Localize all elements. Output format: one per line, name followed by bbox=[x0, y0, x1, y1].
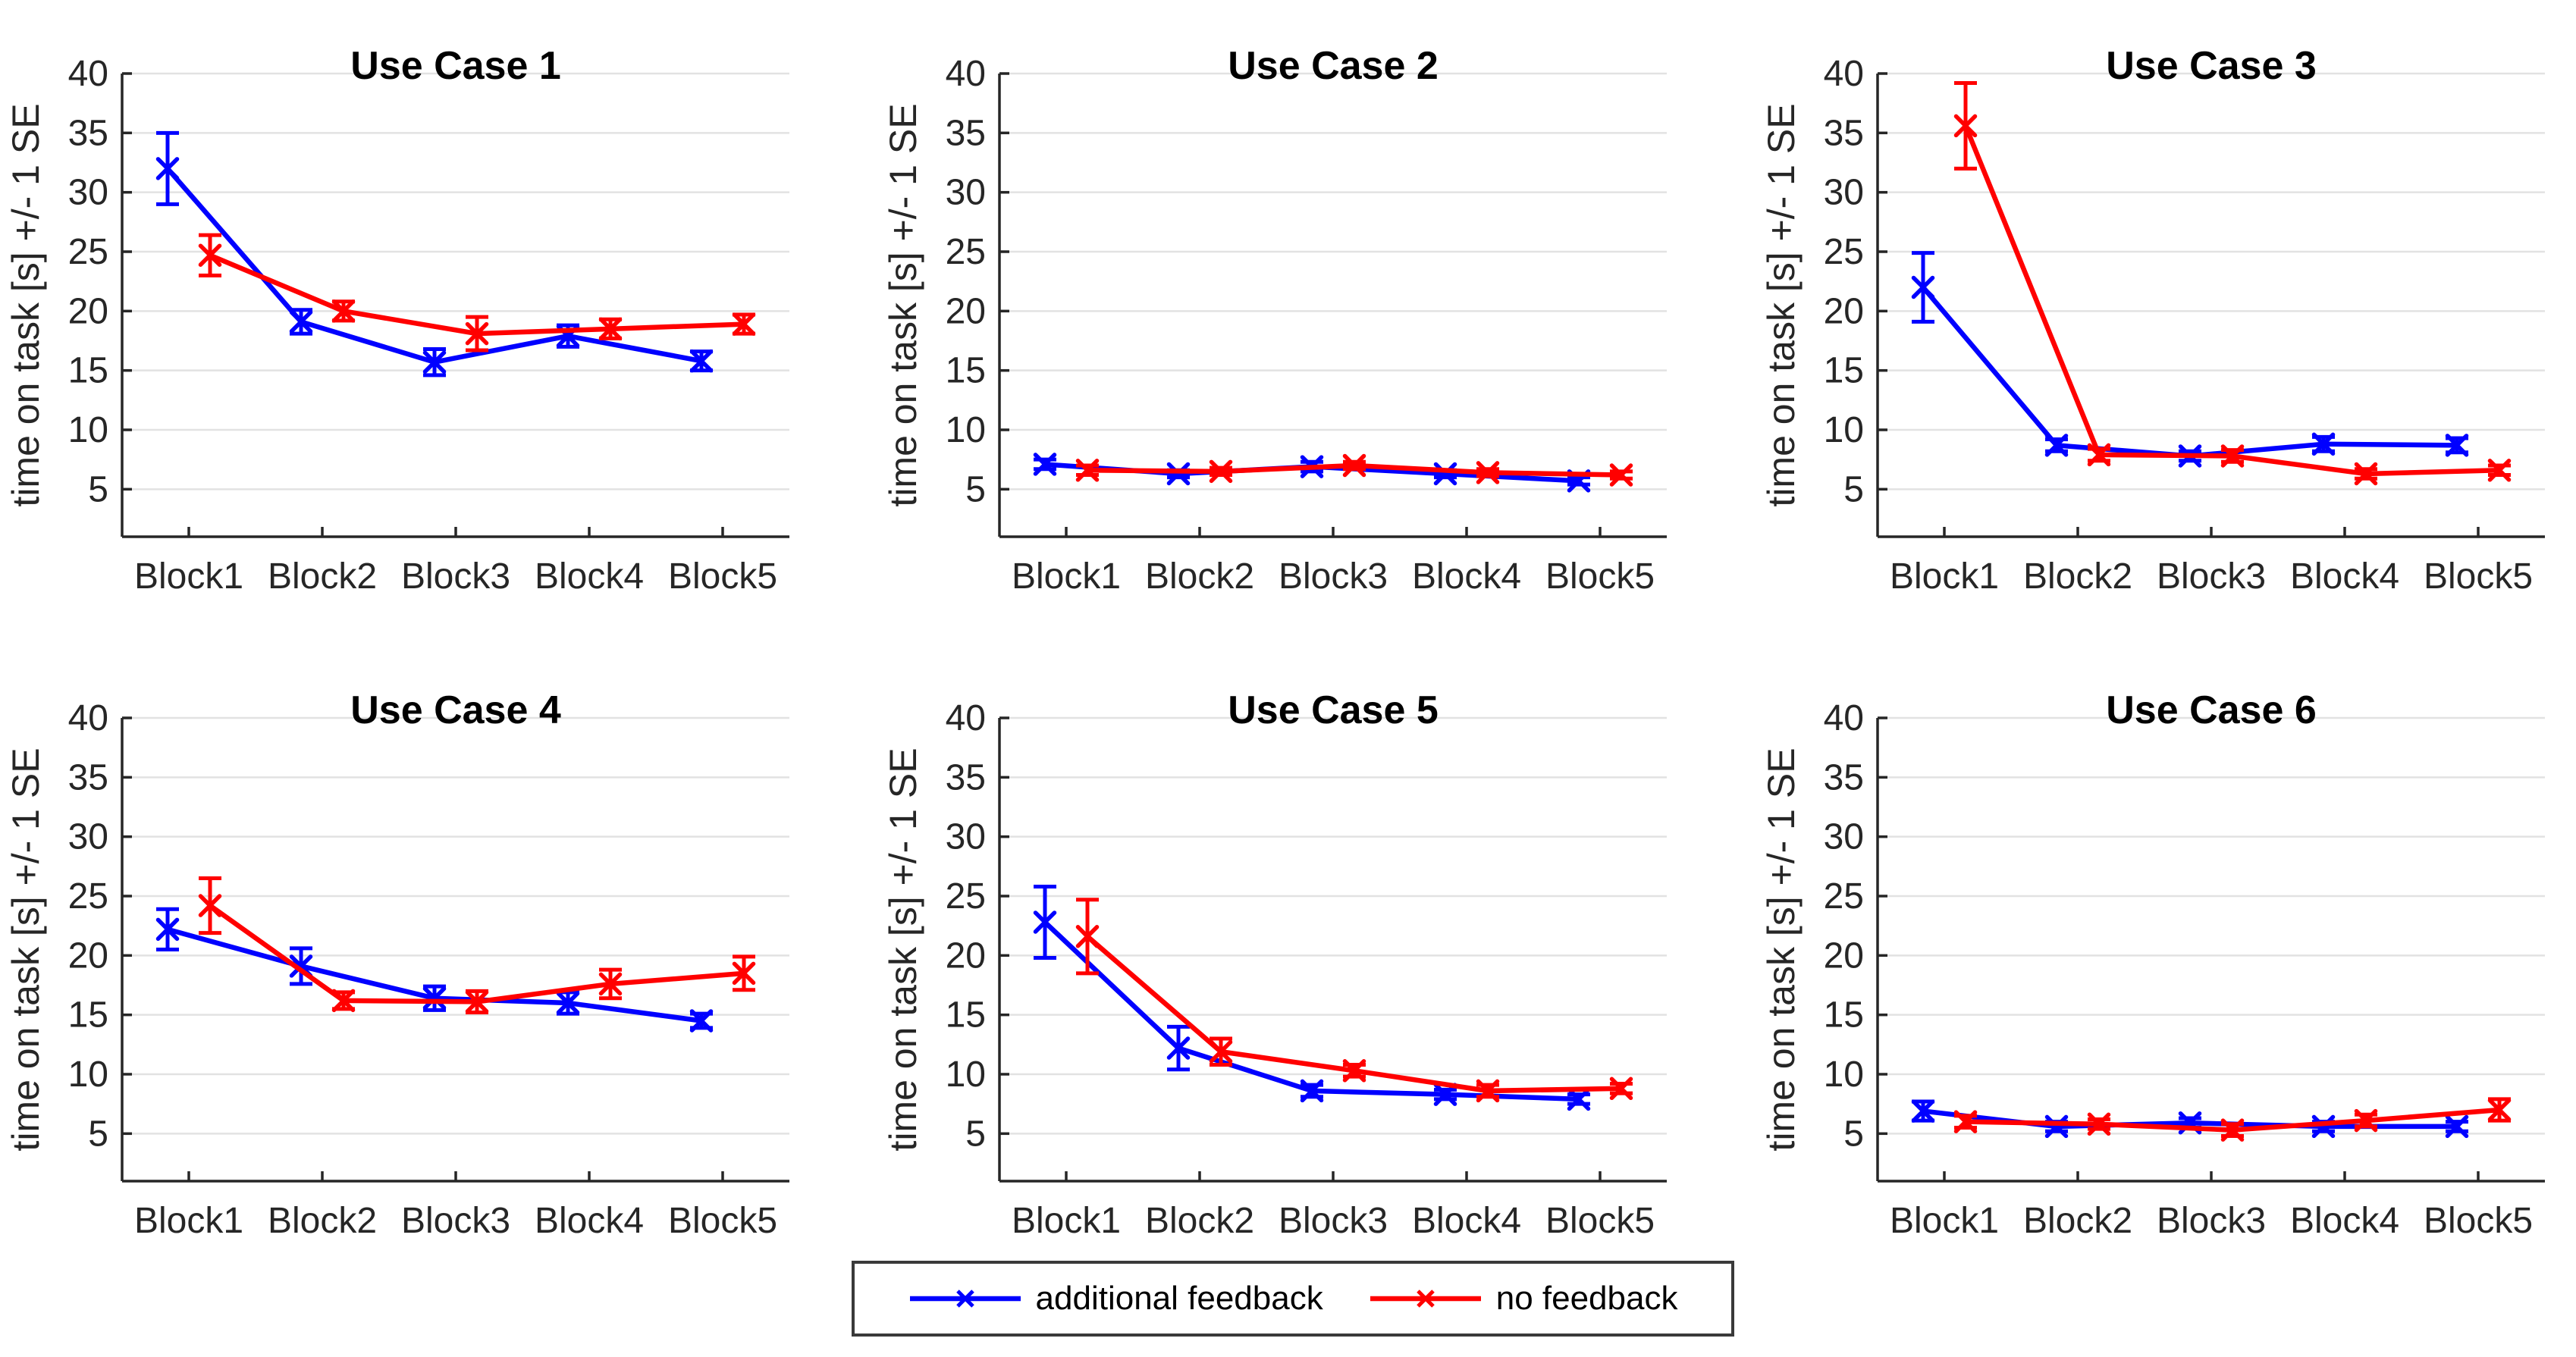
svg-text:Block1: Block1 bbox=[1890, 1201, 1999, 1241]
svg-text:35: 35 bbox=[946, 113, 986, 153]
svg-text:15: 15 bbox=[68, 995, 108, 1036]
svg-text:30: 30 bbox=[68, 817, 108, 857]
svg-text:15: 15 bbox=[946, 351, 986, 391]
panel-title-use-case-1: Use Case 1 bbox=[350, 44, 561, 88]
svg-text:time on task [s] +/- 1 SE: time on task [s] +/- 1 SE bbox=[1760, 747, 1803, 1151]
svg-text:20: 20 bbox=[1824, 291, 1864, 331]
svg-text:Block5: Block5 bbox=[1545, 556, 1655, 597]
svg-text:25: 25 bbox=[946, 876, 986, 917]
svg-text:25: 25 bbox=[68, 876, 108, 917]
svg-text:Block4: Block4 bbox=[2290, 556, 2399, 597]
svg-text:10: 10 bbox=[946, 410, 986, 450]
svg-text:Block4: Block4 bbox=[535, 1201, 644, 1241]
svg-text:25: 25 bbox=[946, 232, 986, 272]
svg-text:5: 5 bbox=[88, 469, 108, 509]
svg-text:Block3: Block3 bbox=[401, 556, 510, 597]
svg-text:time on task [s] +/- 1 SE: time on task [s] +/- 1 SE bbox=[5, 103, 47, 506]
svg-text:10: 10 bbox=[946, 1055, 986, 1095]
svg-text:Block5: Block5 bbox=[1545, 1201, 1655, 1241]
svg-text:35: 35 bbox=[68, 113, 108, 153]
svg-text:30: 30 bbox=[1824, 173, 1864, 213]
svg-text:40: 40 bbox=[946, 698, 986, 738]
svg-text:25: 25 bbox=[68, 232, 108, 272]
svg-text:Block4: Block4 bbox=[1412, 556, 1521, 597]
svg-text:Block1: Block1 bbox=[134, 1201, 243, 1241]
svg-text:30: 30 bbox=[1824, 817, 1864, 857]
svg-text:40: 40 bbox=[68, 698, 108, 738]
svg-text:15: 15 bbox=[1824, 995, 1864, 1036]
svg-text:5: 5 bbox=[88, 1114, 108, 1154]
svg-text:30: 30 bbox=[946, 173, 986, 213]
svg-text:time on task [s] +/- 1 SE: time on task [s] +/- 1 SE bbox=[5, 747, 47, 1151]
svg-text:30: 30 bbox=[946, 817, 986, 857]
panel-title-use-case-6: Use Case 6 bbox=[2106, 688, 2317, 732]
svg-text:35: 35 bbox=[1824, 113, 1864, 153]
svg-text:Block5: Block5 bbox=[2424, 1201, 2533, 1241]
svg-text:Block3: Block3 bbox=[2157, 1201, 2266, 1241]
panel-title-use-case-2: Use Case 2 bbox=[1228, 44, 1439, 88]
svg-text:Block5: Block5 bbox=[2424, 556, 2533, 597]
svg-text:Block2: Block2 bbox=[268, 1201, 377, 1241]
svg-text:Block3: Block3 bbox=[1279, 1201, 1388, 1241]
svg-text:Block3: Block3 bbox=[401, 1201, 510, 1241]
svg-text:time on task [s] +/- 1 SE: time on task [s] +/- 1 SE bbox=[882, 103, 924, 506]
svg-text:40: 40 bbox=[1824, 54, 1864, 94]
svg-text:Block2: Block2 bbox=[1145, 1201, 1254, 1241]
svg-text:20: 20 bbox=[68, 291, 108, 331]
svg-text:5: 5 bbox=[965, 1114, 986, 1154]
svg-text:Block3: Block3 bbox=[2157, 556, 2266, 597]
svg-text:35: 35 bbox=[68, 757, 108, 798]
svg-text:25: 25 bbox=[1824, 232, 1864, 272]
svg-text:20: 20 bbox=[946, 291, 986, 331]
panel-title-use-case-3: Use Case 3 bbox=[2106, 44, 2317, 88]
svg-text:40: 40 bbox=[1824, 698, 1864, 738]
svg-text:35: 35 bbox=[946, 757, 986, 798]
svg-text:Block2: Block2 bbox=[1145, 556, 1254, 597]
svg-text:Block3: Block3 bbox=[1279, 556, 1388, 597]
svg-text:5: 5 bbox=[965, 469, 986, 509]
svg-text:20: 20 bbox=[68, 935, 108, 976]
svg-text:time on task [s] +/- 1 SE: time on task [s] +/- 1 SE bbox=[1760, 103, 1803, 506]
legend-line-marker-red bbox=[1370, 1290, 1481, 1308]
svg-text:Block1: Block1 bbox=[1012, 556, 1121, 597]
svg-text:Block1: Block1 bbox=[1012, 1201, 1121, 1241]
svg-text:20: 20 bbox=[946, 935, 986, 976]
svg-text:10: 10 bbox=[68, 1055, 108, 1095]
svg-text:10: 10 bbox=[1824, 1055, 1864, 1095]
legend-line-marker-blue bbox=[909, 1290, 1021, 1308]
svg-text:10: 10 bbox=[68, 410, 108, 450]
svg-text:20: 20 bbox=[1824, 935, 1864, 976]
svg-text:10: 10 bbox=[1824, 410, 1864, 450]
svg-text:Block5: Block5 bbox=[668, 556, 777, 597]
legend-label-additional-feedback: additional feedback bbox=[1035, 1280, 1323, 1317]
svg-text:40: 40 bbox=[68, 54, 108, 94]
svg-text:Block5: Block5 bbox=[668, 1201, 777, 1241]
svg-text:time on task [s] +/- 1 SE: time on task [s] +/- 1 SE bbox=[882, 747, 924, 1151]
svg-text:5: 5 bbox=[1843, 469, 1864, 509]
svg-text:Block2: Block2 bbox=[268, 556, 377, 597]
svg-text:5: 5 bbox=[1843, 1114, 1864, 1154]
svg-text:40: 40 bbox=[946, 54, 986, 94]
svg-text:Block2: Block2 bbox=[2023, 556, 2132, 597]
panel-title-use-case-4: Use Case 4 bbox=[350, 688, 561, 732]
legend-item-no-feedback: no feedback bbox=[1369, 1280, 1678, 1318]
svg-text:30: 30 bbox=[68, 173, 108, 213]
svg-text:Block2: Block2 bbox=[2023, 1201, 2132, 1241]
svg-text:Block4: Block4 bbox=[2290, 1201, 2399, 1241]
svg-text:35: 35 bbox=[1824, 757, 1864, 798]
svg-text:Block4: Block4 bbox=[1412, 1201, 1521, 1241]
legend-box: additional feedback no feedback bbox=[852, 1261, 1734, 1337]
svg-text:25: 25 bbox=[1824, 876, 1864, 917]
panel-title-use-case-5: Use Case 5 bbox=[1228, 688, 1439, 732]
svg-text:15: 15 bbox=[1824, 351, 1864, 391]
svg-text:Block1: Block1 bbox=[134, 556, 243, 597]
svg-text:Block4: Block4 bbox=[535, 556, 644, 597]
legend-label-no-feedback: no feedback bbox=[1495, 1280, 1678, 1317]
svg-text:15: 15 bbox=[946, 995, 986, 1036]
legend-item-additional-feedback: additional feedback bbox=[908, 1280, 1323, 1318]
svg-text:15: 15 bbox=[68, 351, 108, 391]
svg-text:Block1: Block1 bbox=[1890, 556, 1999, 597]
